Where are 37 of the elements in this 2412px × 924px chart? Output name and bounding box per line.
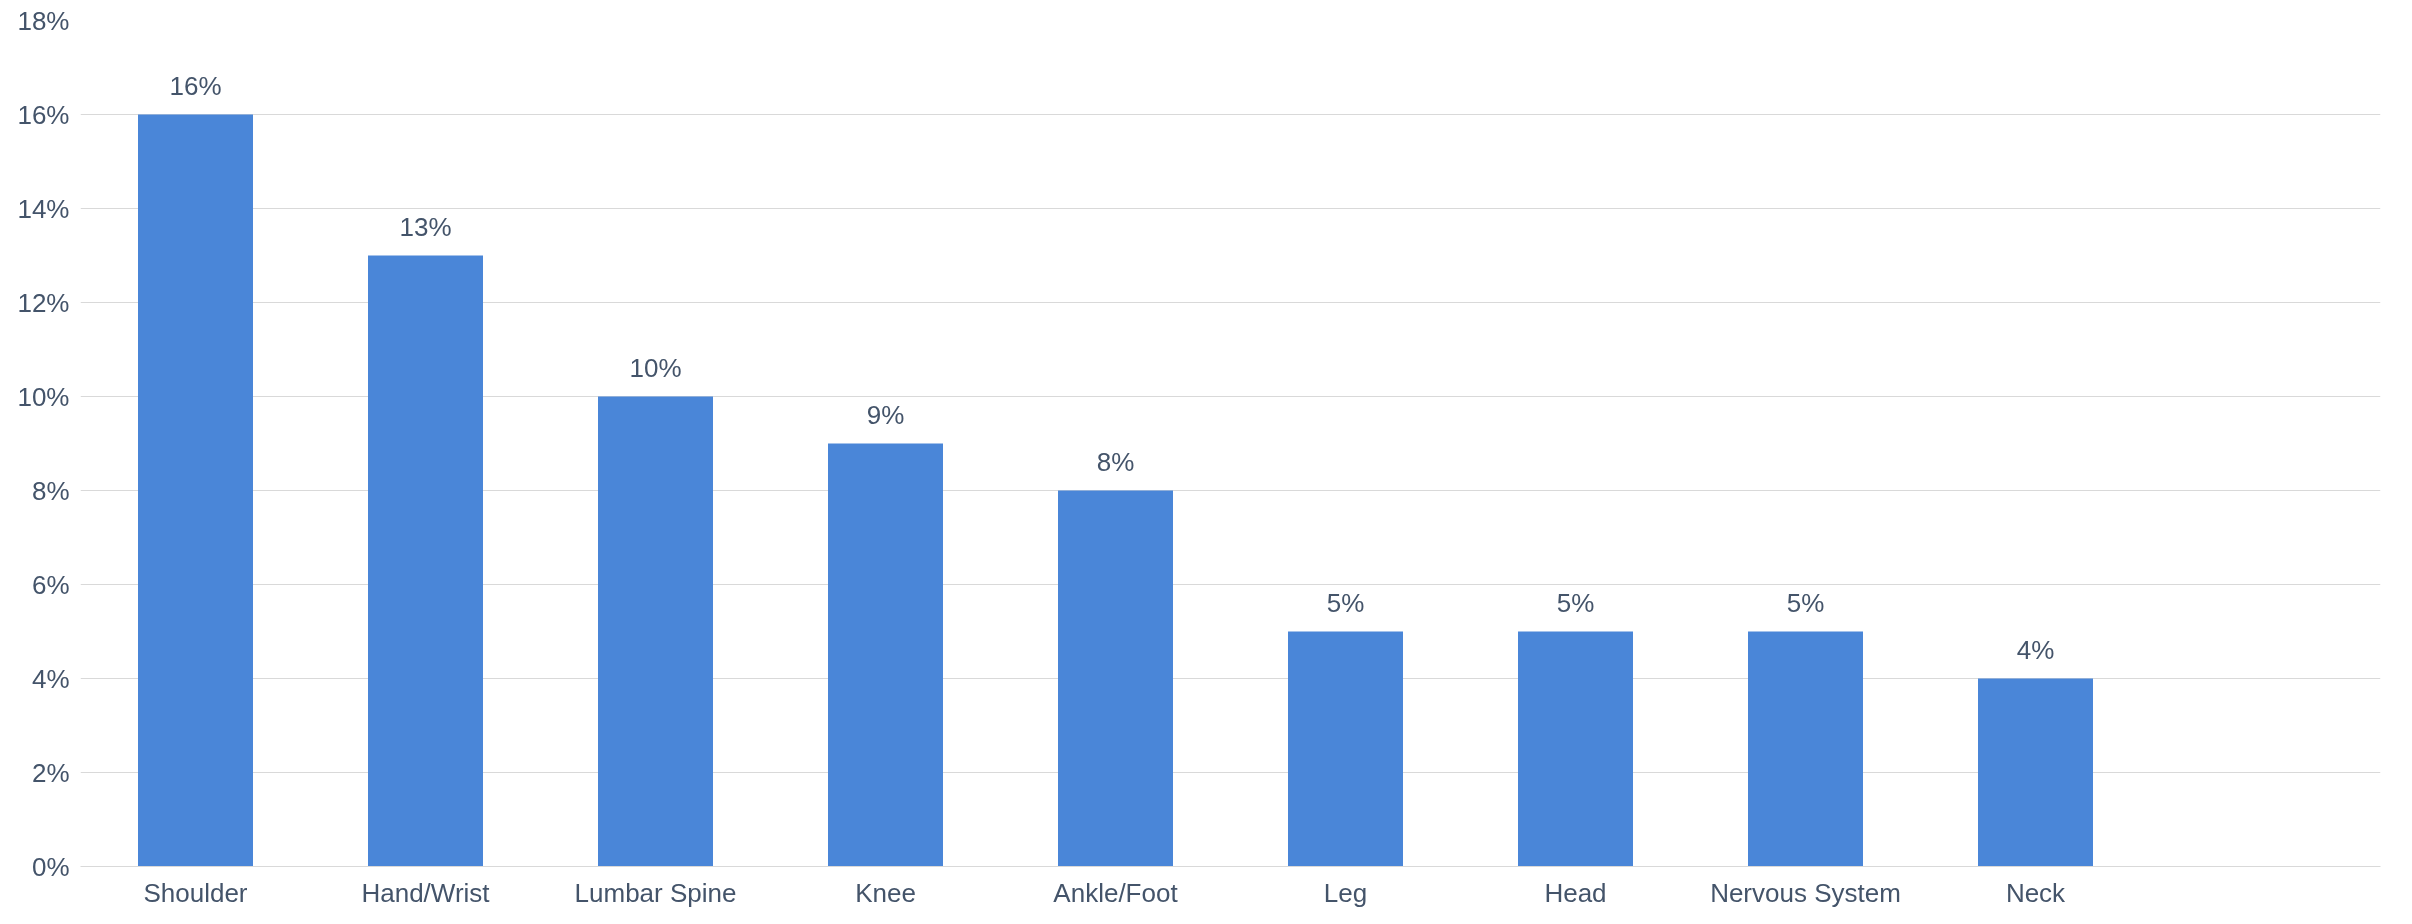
data-label: 8% xyxy=(1096,446,1135,477)
y-tick-label: 6% xyxy=(31,569,70,600)
bar xyxy=(1748,631,1863,867)
x-tick-label: Nervous System xyxy=(1710,877,1901,908)
x-tick-label: Leg xyxy=(1323,877,1368,908)
bar xyxy=(1288,631,1403,867)
data-label: 5% xyxy=(1786,587,1825,618)
y-tick-label: 16% xyxy=(17,99,70,130)
bar xyxy=(1518,631,1633,867)
x-tick-label: Knee xyxy=(855,877,916,908)
bar xyxy=(828,443,943,867)
y-tick-label: 18% xyxy=(17,5,70,36)
x-tick-label: Hand/Wrist xyxy=(361,877,491,908)
x-tick-label: Shoulder xyxy=(143,877,248,908)
data-label: 5% xyxy=(1326,587,1365,618)
y-tick-label: 8% xyxy=(31,475,70,506)
x-tick-label: Head xyxy=(1544,877,1607,908)
bar xyxy=(1978,678,2093,867)
bar xyxy=(598,396,713,867)
y-tick-label: 12% xyxy=(17,287,70,318)
bar xyxy=(138,114,253,867)
data-label: 4% xyxy=(2016,634,2055,665)
y-tick-label: 2% xyxy=(31,757,70,788)
x-tick-label: Ankle/Foot xyxy=(1053,877,1179,908)
bar xyxy=(368,255,483,867)
y-tick-label: 10% xyxy=(17,381,70,412)
data-label: 10% xyxy=(629,352,682,383)
x-tick-label: Lumbar Spine xyxy=(574,877,737,908)
bar xyxy=(1058,490,1173,867)
y-tick-label: 0% xyxy=(31,851,70,882)
data-label: 5% xyxy=(1556,587,1595,618)
y-tick-label: 14% xyxy=(17,193,70,224)
y-tick-label: 4% xyxy=(31,663,70,694)
x-tick-label: Neck xyxy=(2005,877,2067,908)
data-label: 9% xyxy=(866,399,905,430)
data-label: 16% xyxy=(169,70,222,101)
data-label: 13% xyxy=(399,211,452,242)
